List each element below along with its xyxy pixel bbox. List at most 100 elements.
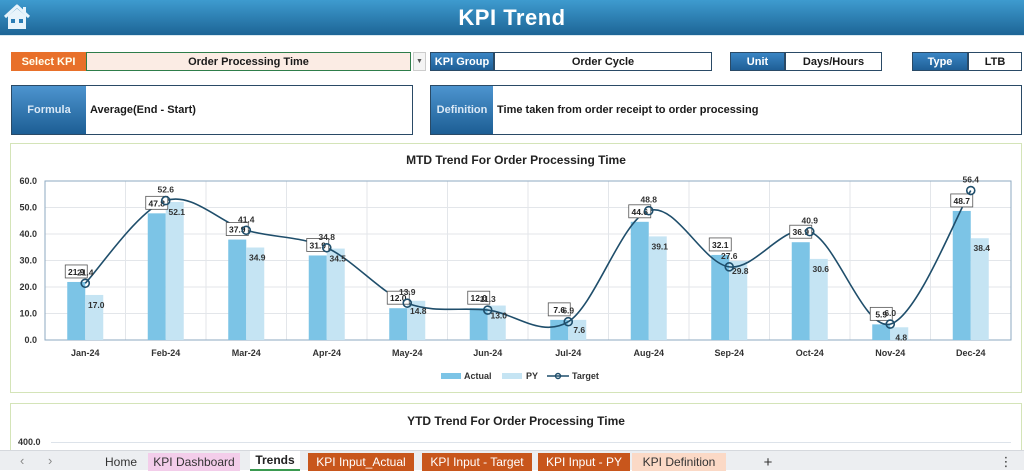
y-tick-label: 0.0 bbox=[24, 335, 37, 345]
py-data-label: 13.0 bbox=[490, 311, 507, 321]
actual-bar[interactable] bbox=[711, 254, 730, 340]
target-data-label: 40.9 bbox=[801, 216, 818, 226]
target-data-label: 27.6 bbox=[721, 251, 738, 261]
py-data-label: 14.8 bbox=[410, 306, 427, 316]
actual-bar[interactable] bbox=[872, 324, 891, 340]
kpi-group-field: KPI Group Order Cycle bbox=[430, 52, 712, 71]
py-bar[interactable] bbox=[970, 238, 989, 340]
legend-py-label: PY bbox=[526, 371, 538, 381]
legend-target-marker bbox=[554, 372, 562, 380]
home-icon[interactable] bbox=[2, 3, 32, 31]
target-marker[interactable] bbox=[804, 226, 815, 237]
target-data-label: 11.3 bbox=[480, 294, 496, 304]
py-bar[interactable] bbox=[487, 305, 506, 340]
select-kpi-dropdown[interactable]: Order Processing Time bbox=[86, 52, 411, 71]
y-tick-label: 10.0 bbox=[19, 309, 37, 319]
py-bar[interactable] bbox=[568, 319, 587, 340]
sheet-tab-kpi-input-py[interactable]: KPI Input - PY bbox=[538, 453, 630, 471]
x-tick-label: May-24 bbox=[392, 348, 423, 358]
py-data-label: 17.0 bbox=[88, 300, 105, 310]
py-data-label: 38.4 bbox=[973, 243, 990, 253]
py-bar[interactable] bbox=[85, 294, 104, 340]
definition-label: Definition bbox=[431, 86, 493, 134]
py-bar[interactable] bbox=[326, 248, 345, 340]
target-marker[interactable] bbox=[965, 185, 976, 196]
target-data-label: 52.6 bbox=[157, 185, 174, 195]
page-title: KPI Trend bbox=[458, 4, 566, 30]
target-data-label: 13.9 bbox=[399, 287, 416, 297]
actual-data-label: 48.7 bbox=[953, 196, 970, 206]
actual-data-label: 32.1 bbox=[712, 240, 729, 250]
actual-bar[interactable] bbox=[469, 308, 488, 340]
actual-bar[interactable] bbox=[67, 281, 86, 340]
actual-bar[interactable] bbox=[630, 221, 649, 340]
select-kpi-label: Select KPI bbox=[11, 52, 86, 71]
plot-area bbox=[44, 180, 1012, 341]
x-tick-label: Jun-24 bbox=[473, 348, 502, 358]
actual-bar[interactable] bbox=[147, 213, 166, 340]
ytd-gridline bbox=[51, 442, 1011, 443]
actual-data-label-box bbox=[467, 290, 491, 305]
actual-bar[interactable] bbox=[228, 239, 247, 340]
definition-value: Time taken from order receipt to order p… bbox=[493, 86, 1021, 134]
py-data-label: 29.8 bbox=[732, 266, 749, 276]
prev-sheet-icon[interactable]: ‹ bbox=[20, 453, 25, 468]
legend-actual-swatch bbox=[441, 373, 461, 379]
sheet-tab-kpi-dashboard[interactable]: KPI Dashboard bbox=[148, 453, 240, 471]
actual-data-label: 47.8 bbox=[148, 198, 165, 208]
target-data-label: 6.9 bbox=[562, 306, 574, 316]
actual-data-label: 7.6 bbox=[553, 305, 565, 315]
actual-bar[interactable] bbox=[389, 308, 408, 340]
actual-bar[interactable] bbox=[308, 255, 327, 340]
chevron-down-icon[interactable]: ▼ bbox=[413, 52, 426, 71]
formula-box: Formula Average(End - Start) bbox=[11, 85, 413, 135]
target-marker[interactable] bbox=[643, 205, 654, 216]
legend-actual-label: Actual bbox=[464, 371, 492, 381]
unit-field: Unit Days/Hours bbox=[730, 52, 882, 71]
unit-label: Unit bbox=[730, 52, 785, 71]
py-bar[interactable] bbox=[809, 258, 828, 340]
target-marker[interactable] bbox=[160, 195, 171, 206]
actual-data-label: 36.9 bbox=[792, 227, 809, 237]
actual-data-label: 31.9 bbox=[309, 240, 326, 250]
ytd-chart-title: YTD Trend For Order Processing Time bbox=[407, 414, 625, 428]
sheet-tab-home[interactable]: Home bbox=[104, 455, 137, 469]
unit-value: Days/Hours bbox=[785, 52, 882, 71]
actual-data-label: 5.9 bbox=[875, 309, 887, 319]
sheet-tab-kpi-definition[interactable]: KPI Definition bbox=[632, 453, 726, 471]
actual-data-label: 12.0 bbox=[470, 293, 487, 303]
target-marker[interactable] bbox=[724, 262, 735, 272]
x-tick-label: Nov-24 bbox=[875, 348, 905, 358]
more-options-icon[interactable]: ⋮ bbox=[999, 454, 1013, 469]
next-sheet-icon[interactable]: › bbox=[48, 453, 53, 468]
py-bar[interactable] bbox=[890, 327, 909, 340]
mtd-chart-title: MTD Trend For Order Processing Time bbox=[406, 153, 626, 167]
py-data-label: 7.6 bbox=[573, 325, 585, 335]
actual-bar[interactable] bbox=[791, 242, 810, 340]
target-marker[interactable] bbox=[402, 298, 413, 308]
target-marker[interactable] bbox=[563, 316, 574, 327]
py-bar[interactable] bbox=[407, 300, 426, 340]
target-marker[interactable] bbox=[482, 305, 493, 315]
py-data-label: 30.6 bbox=[812, 264, 829, 274]
y-tick-label: 40.0 bbox=[19, 229, 37, 239]
add-sheet-button[interactable]: + bbox=[763, 453, 773, 471]
py-bar[interactable] bbox=[729, 261, 748, 340]
sheet-tab-trends[interactable]: Trends bbox=[250, 451, 300, 471]
ytd-y-tick: 400.0 bbox=[18, 437, 41, 447]
target-marker[interactable] bbox=[241, 225, 252, 236]
target-data-label: 6.0 bbox=[884, 308, 896, 318]
actual-bar[interactable] bbox=[952, 210, 971, 340]
sheet-tab-kpi-input-actual[interactable]: KPI Input_Actual bbox=[308, 453, 414, 471]
py-bar[interactable] bbox=[648, 236, 667, 340]
actual-data-label-box bbox=[708, 237, 732, 252]
py-bar[interactable] bbox=[165, 201, 184, 340]
y-tick-label: 60.0 bbox=[19, 176, 37, 186]
actual-data-label: 37.9 bbox=[229, 225, 246, 235]
sheet-tab-kpi-input-target[interactable]: KPI Input - Target bbox=[422, 453, 532, 471]
target-marker[interactable] bbox=[885, 319, 896, 329]
py-bar[interactable] bbox=[246, 247, 265, 340]
target-marker[interactable] bbox=[80, 278, 91, 289]
target-marker[interactable] bbox=[321, 242, 332, 253]
select-kpi-field: Select KPI Order Processing Time ▼ bbox=[11, 52, 426, 71]
